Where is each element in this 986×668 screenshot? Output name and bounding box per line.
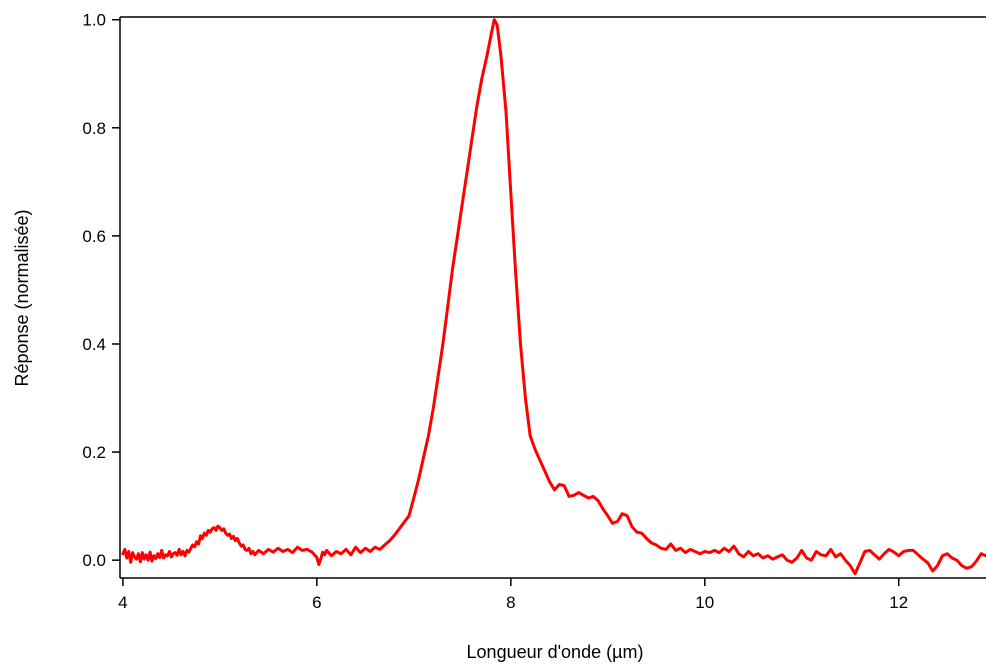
- x-tick-label: 4: [118, 593, 127, 612]
- y-ticks: 0.0 0.2 0.4 0.6 0.8 1.0: [82, 11, 120, 570]
- y-tick-label: 0.4: [82, 335, 106, 354]
- x-tick-label: 6: [312, 593, 321, 612]
- y-tick-label: 0.2: [82, 443, 106, 462]
- y-axis-title: Réponse (normalisée): [12, 209, 32, 386]
- series-line-1: [121, 18, 986, 576]
- y-tick-label: 0.8: [82, 119, 106, 138]
- x-tick-label: 8: [506, 593, 515, 612]
- x-axis-title: Longueur d'onde (µm): [467, 642, 644, 662]
- plot-frame: [119, 16, 986, 579]
- x-tick-label: 10: [695, 593, 714, 612]
- y-tick-label: 1.0: [82, 11, 106, 30]
- x-ticks: 4 6 8 10 12: [118, 578, 908, 612]
- x-tick-label: 12: [889, 593, 908, 612]
- y-tick-label: 0.0: [82, 551, 106, 570]
- y-tick-label: 0.6: [82, 227, 106, 246]
- series-layer: [121, 18, 986, 576]
